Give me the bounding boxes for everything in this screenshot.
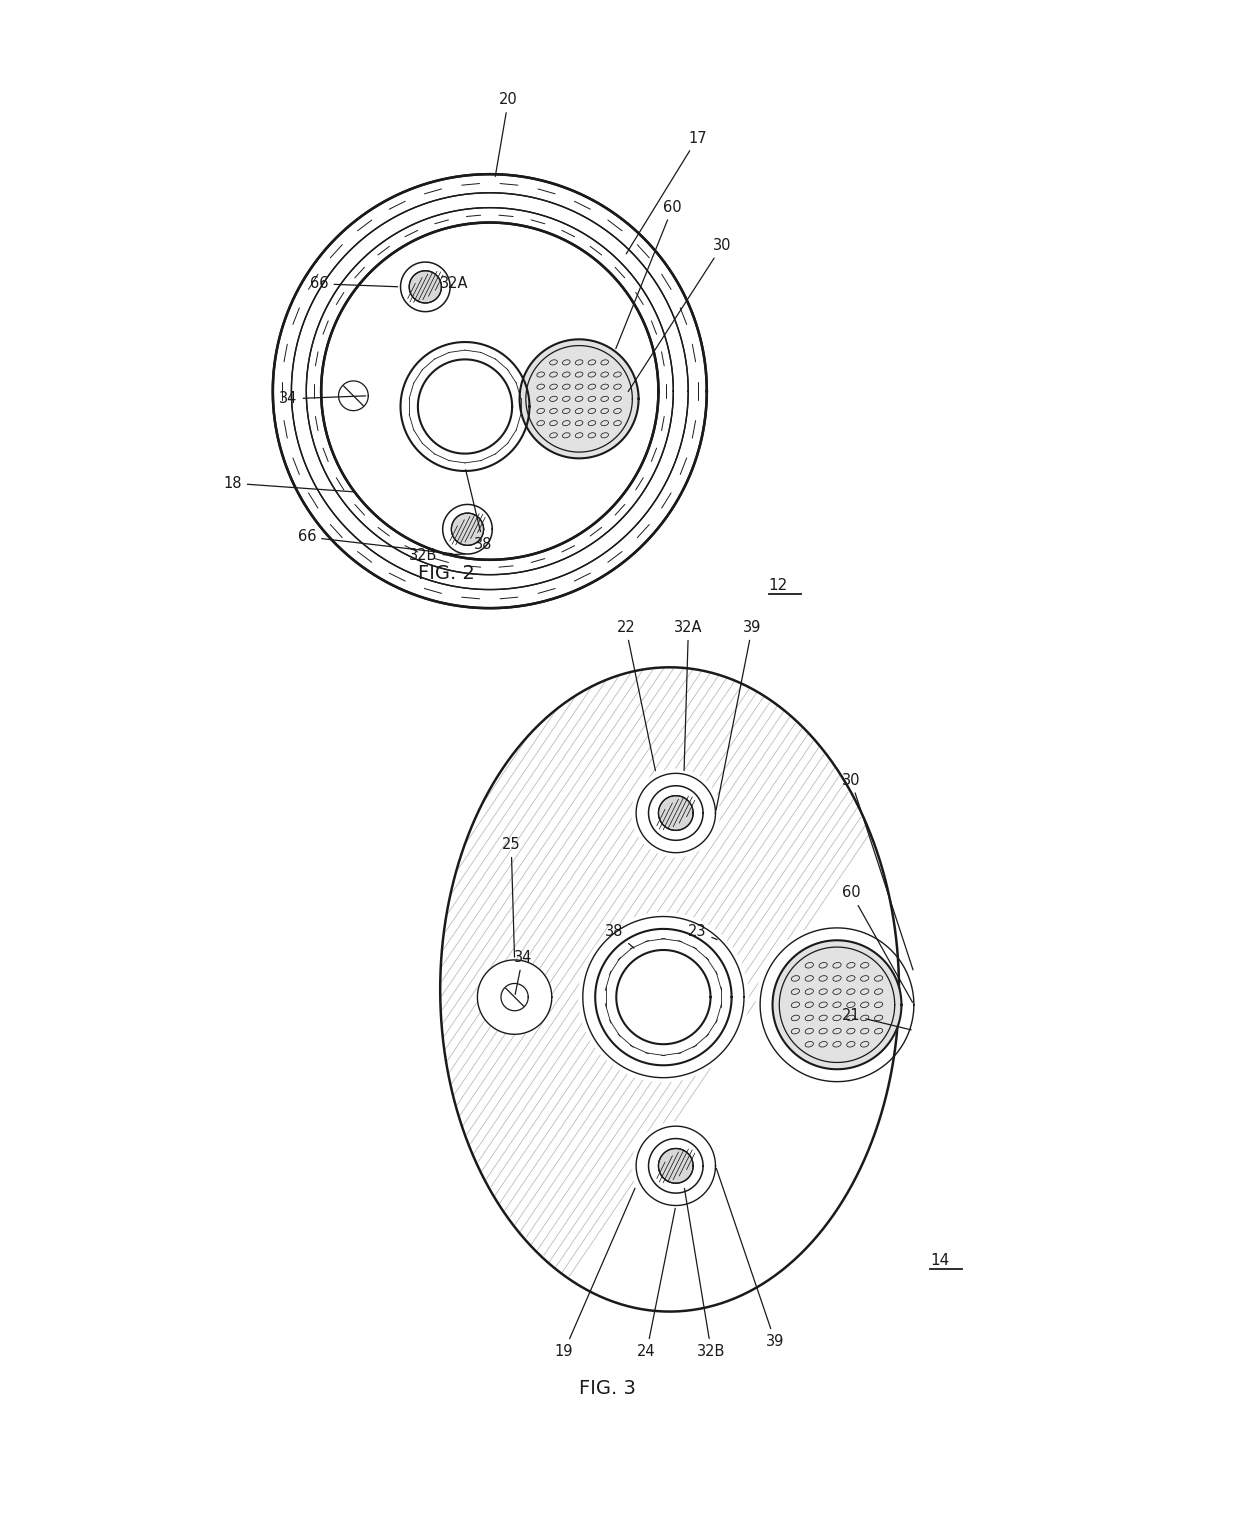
- Polygon shape: [616, 950, 711, 1045]
- Text: 32B: 32B: [409, 548, 465, 563]
- Text: 32A: 32A: [675, 620, 703, 770]
- Text: 34: 34: [513, 950, 532, 994]
- Polygon shape: [443, 505, 492, 554]
- Text: 17: 17: [626, 130, 707, 255]
- Polygon shape: [501, 983, 528, 1011]
- Text: FIG. 3: FIG. 3: [579, 1379, 636, 1397]
- Text: 18: 18: [223, 476, 355, 492]
- Text: 34: 34: [279, 391, 366, 407]
- Polygon shape: [756, 923, 918, 1086]
- Text: 32B: 32B: [684, 1189, 725, 1359]
- Polygon shape: [632, 770, 719, 856]
- Polygon shape: [632, 1123, 719, 1209]
- Polygon shape: [649, 1138, 703, 1193]
- Text: 39: 39: [715, 620, 761, 810]
- Polygon shape: [418, 359, 512, 454]
- Polygon shape: [520, 339, 639, 459]
- Polygon shape: [579, 913, 748, 1081]
- Polygon shape: [409, 270, 441, 304]
- Text: 21: 21: [842, 1008, 911, 1029]
- Text: FIG. 2: FIG. 2: [418, 565, 475, 583]
- Polygon shape: [773, 940, 901, 1069]
- Polygon shape: [658, 796, 693, 830]
- Text: 20: 20: [495, 92, 518, 176]
- Polygon shape: [273, 175, 707, 607]
- Text: 22: 22: [616, 620, 656, 770]
- Polygon shape: [321, 222, 658, 560]
- Text: 14: 14: [930, 1253, 950, 1269]
- Text: 23: 23: [688, 923, 717, 940]
- Polygon shape: [440, 667, 899, 1312]
- Text: 24: 24: [637, 1209, 676, 1359]
- Text: 38: 38: [466, 469, 492, 552]
- Text: 60: 60: [616, 199, 682, 348]
- Text: 30: 30: [842, 773, 913, 969]
- Text: 39: 39: [717, 1169, 785, 1348]
- Polygon shape: [401, 342, 529, 471]
- Text: 25: 25: [502, 838, 521, 957]
- Text: 66: 66: [298, 529, 453, 554]
- Polygon shape: [451, 512, 484, 546]
- Text: 38: 38: [605, 923, 634, 948]
- Text: 19: 19: [554, 1189, 635, 1359]
- Polygon shape: [658, 1149, 693, 1183]
- Text: 60: 60: [842, 885, 913, 1002]
- Polygon shape: [477, 960, 552, 1034]
- Polygon shape: [339, 380, 368, 411]
- Text: 32A: 32A: [440, 276, 469, 291]
- Polygon shape: [401, 262, 450, 311]
- Text: 30: 30: [629, 238, 732, 391]
- Polygon shape: [595, 930, 732, 1065]
- Text: 66: 66: [310, 276, 398, 291]
- Text: 12: 12: [769, 578, 789, 594]
- Polygon shape: [649, 785, 703, 841]
